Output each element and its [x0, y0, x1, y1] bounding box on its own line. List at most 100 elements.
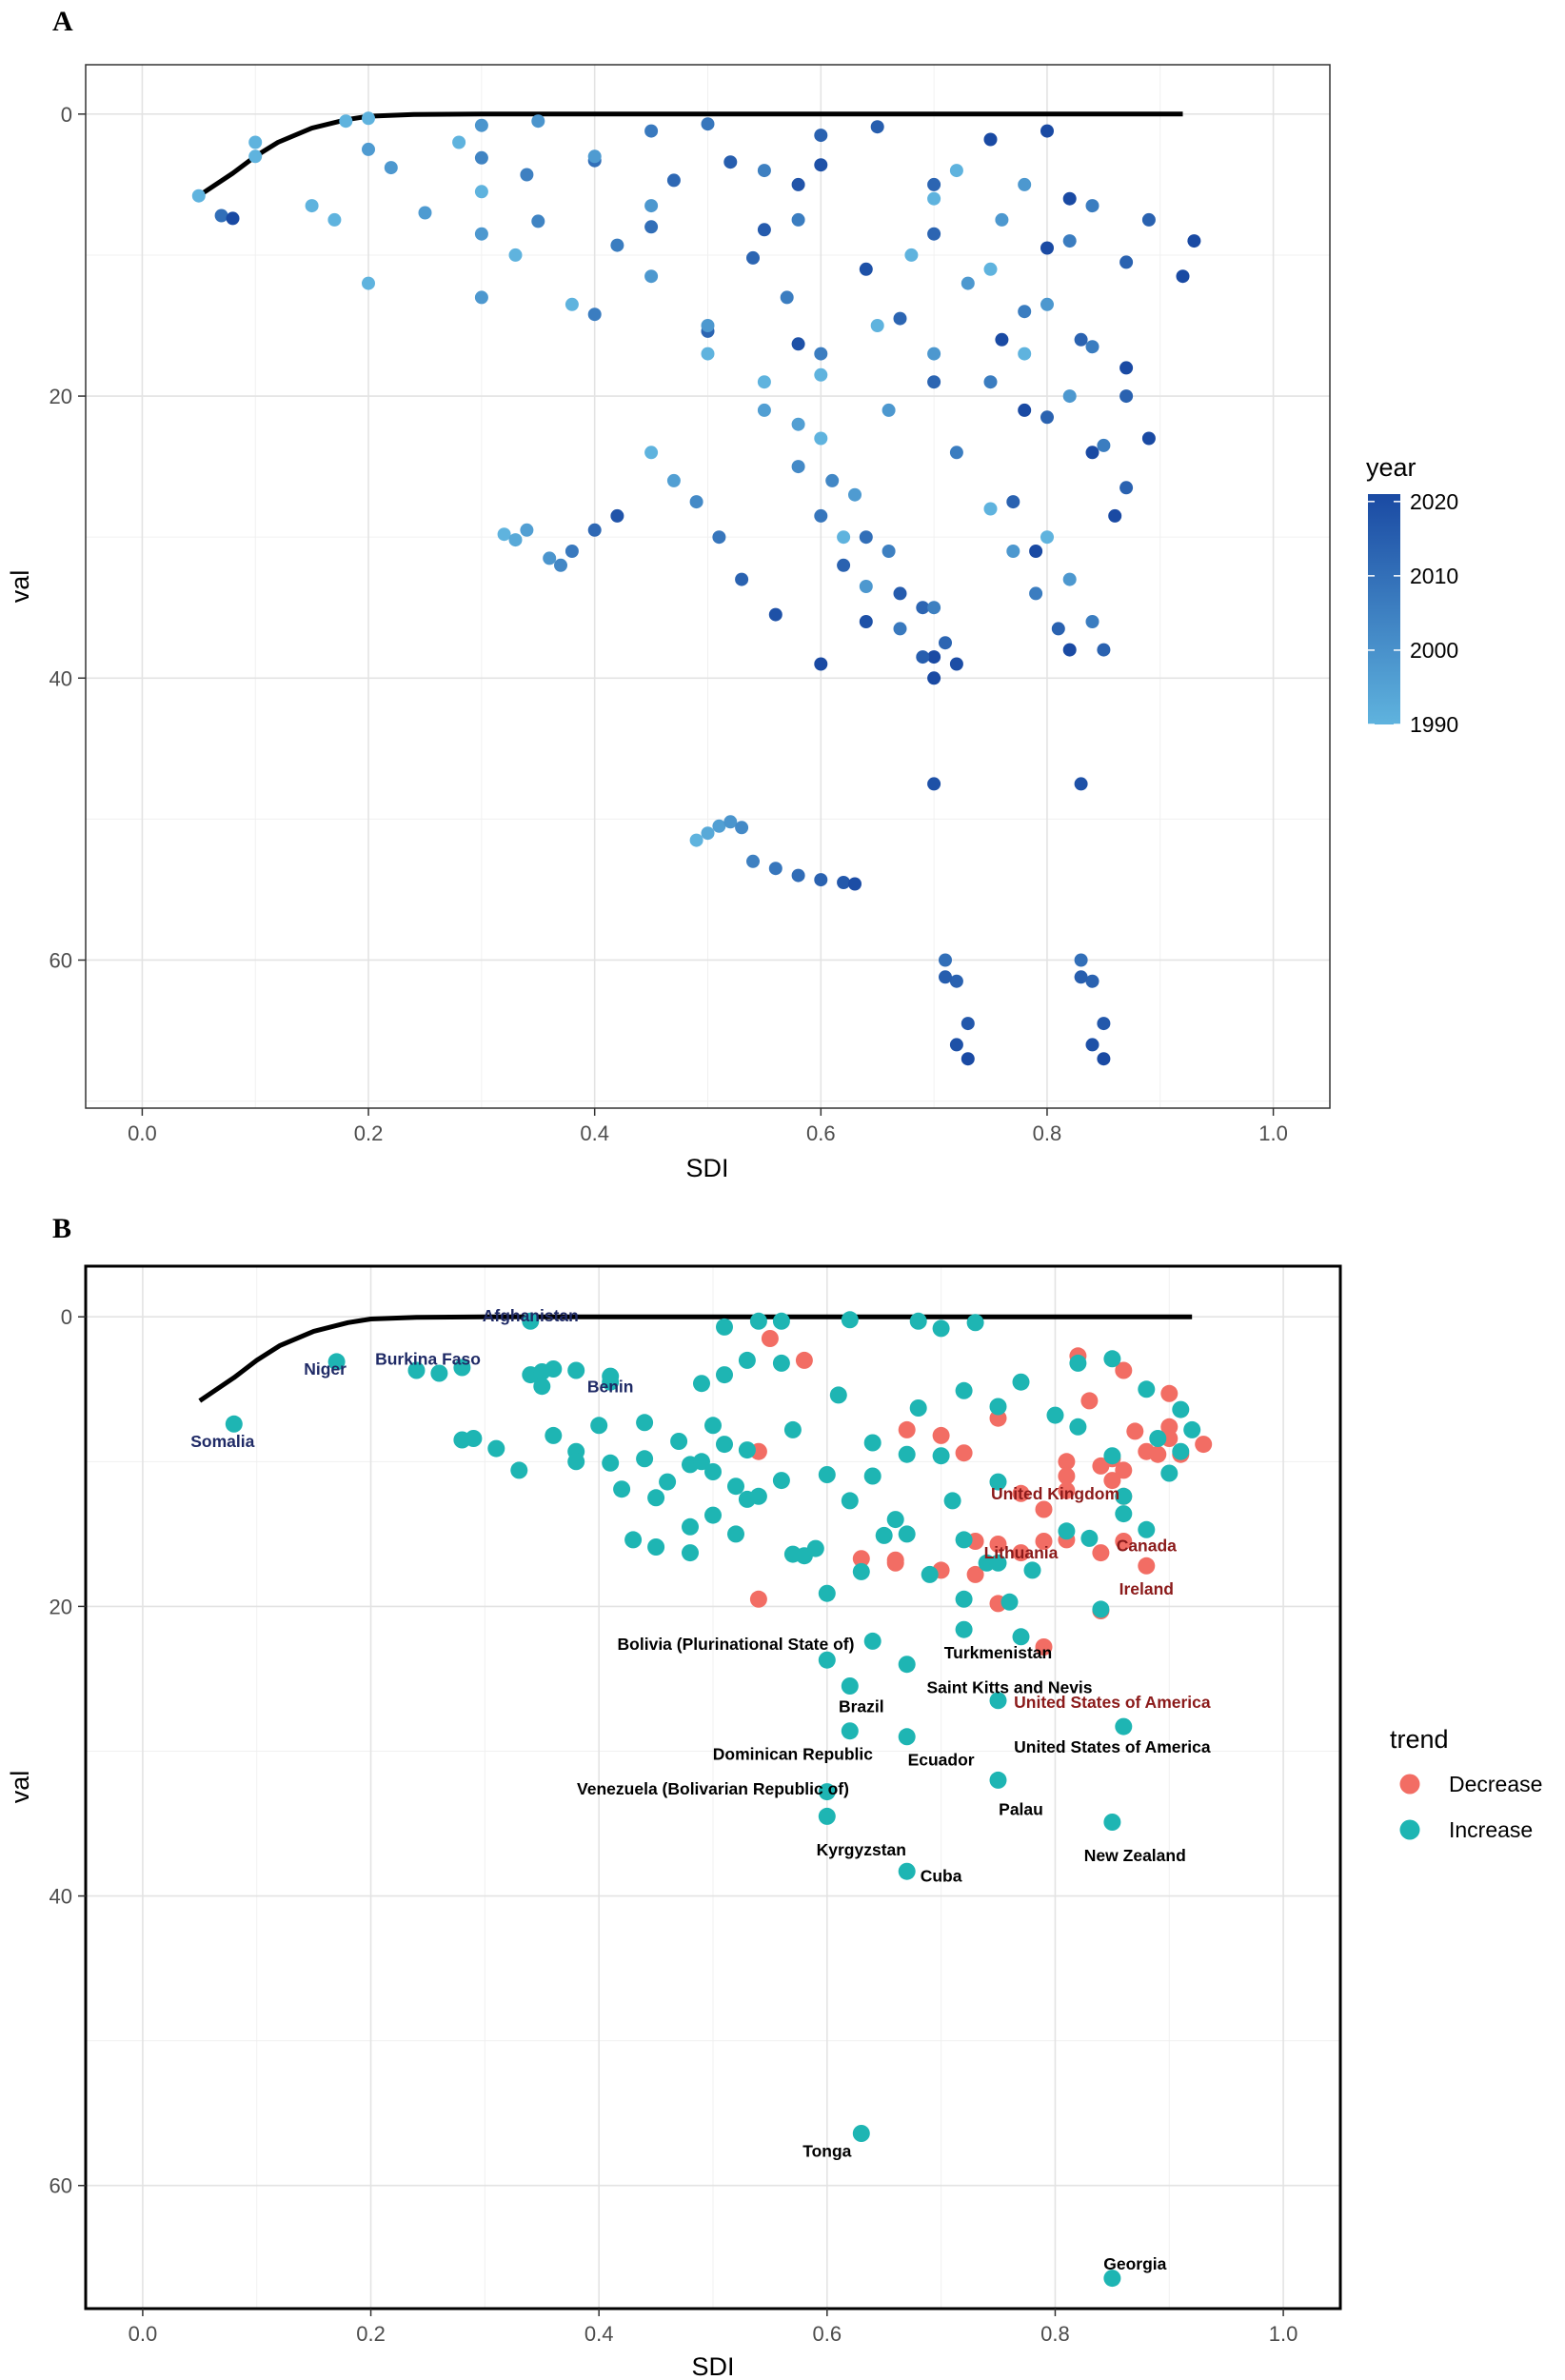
- x-axis-title-b: SDI: [691, 2352, 734, 2380]
- data-point-decrease: [1035, 1638, 1053, 1656]
- data-point: [859, 530, 873, 545]
- data-point: [768, 862, 782, 876]
- data-point: [791, 177, 805, 191]
- data-point-increase: [1000, 1593, 1019, 1611]
- data-point: [1097, 1017, 1111, 1031]
- data-point: [927, 347, 941, 361]
- data-point-increase: [989, 1473, 1007, 1491]
- panel-a-letter: A: [52, 6, 73, 37]
- data-point-increase: [727, 1478, 744, 1496]
- country-labels: Afghanistan Burkina Faso Niger Benin Somalia…: [190, 1306, 1211, 2273]
- data-point-increase: [590, 1417, 608, 1435]
- data-point-increase: [841, 1677, 859, 1695]
- y-tick-label: 40: [50, 666, 72, 690]
- country-label: Venezuela (Bolivarian Republic of): [577, 1779, 849, 1798]
- data-point: [814, 158, 828, 172]
- y-tick-label: 20: [50, 1595, 72, 1618]
- data-point: [927, 650, 941, 664]
- data-point: [837, 558, 851, 572]
- data-point-increase: [1069, 1418, 1087, 1436]
- country-label: United States of America: [1014, 1737, 1211, 1756]
- colorbar-tick-label: 1990: [1410, 712, 1458, 737]
- data-point-increase: [772, 1472, 790, 1490]
- x-tick-label: 0.6: [813, 2322, 842, 2346]
- data-point: [735, 572, 749, 586]
- data-point-increase: [704, 1506, 722, 1524]
- data-point: [531, 114, 545, 129]
- data-point: [689, 495, 703, 509]
- data-point: [995, 212, 1009, 227]
- data-point-increase: [818, 1584, 836, 1602]
- grid-a: [86, 65, 1330, 1108]
- data-point: [1018, 305, 1032, 319]
- data-point: [1074, 953, 1088, 967]
- data-point-increase: [921, 1565, 939, 1583]
- data-point-increase: [783, 1420, 802, 1438]
- data-point: [916, 601, 930, 615]
- data-point: [226, 211, 240, 226]
- data-point-increase: [1069, 1354, 1087, 1372]
- data-point: [701, 319, 715, 332]
- data-point-increase: [749, 1312, 767, 1330]
- data-point-decrease: [1103, 1472, 1121, 1490]
- panel-b: B Afghanistan Burkina Faso Niger Benin Somal…: [6, 1213, 1542, 2380]
- data-point: [1062, 234, 1077, 248]
- data-point-increase: [716, 1318, 733, 1336]
- marks-a: [191, 111, 1201, 1066]
- data-point-increase: [727, 1525, 744, 1543]
- data-point: [927, 227, 941, 241]
- data-point: [587, 307, 602, 322]
- country-label: Kyrgyzstan: [817, 1840, 906, 1859]
- data-point-increase: [465, 1430, 483, 1447]
- colorbar: [1368, 494, 1400, 724]
- data-point: [780, 290, 794, 305]
- data-point-increase: [533, 1378, 551, 1396]
- data-point-increase: [407, 1361, 426, 1379]
- data-point: [520, 523, 534, 537]
- country-label: New Zealand: [1084, 1846, 1186, 1865]
- data-point-decrease: [886, 1551, 904, 1569]
- data-point: [508, 533, 523, 547]
- data-point-increase: [1172, 1400, 1190, 1418]
- x-tick-label: 0.2: [354, 1121, 384, 1145]
- data-point-increase: [602, 1454, 620, 1472]
- data-point: [474, 118, 488, 132]
- data-point-increase: [818, 1807, 836, 1825]
- colorbar-tick-label: 2000: [1410, 638, 1458, 663]
- data-point: [870, 319, 884, 332]
- data-point: [1040, 410, 1054, 425]
- data-point-increase: [749, 1487, 767, 1505]
- data-point: [983, 262, 998, 276]
- data-point-decrease: [1126, 1422, 1144, 1440]
- ticks-a: 0.0 0.2 0.4 0.6 0.8 1.0 0 20 40 60: [50, 103, 1288, 1145]
- country-label: Benin: [587, 1377, 634, 1396]
- data-point: [1085, 340, 1099, 354]
- data-point: [1040, 241, 1054, 255]
- data-point: [1176, 269, 1190, 284]
- data-point: [1051, 622, 1065, 636]
- data-point: [689, 833, 703, 847]
- grid-b: [86, 1266, 1340, 2309]
- colorbar-tick-label: 2010: [1410, 564, 1458, 588]
- data-point-increase: [522, 1312, 540, 1330]
- data-point: [191, 188, 206, 203]
- data-point: [983, 132, 998, 147]
- data-point: [791, 212, 805, 227]
- data-point-decrease: [761, 1330, 779, 1347]
- data-point: [1141, 431, 1156, 446]
- x-axis-title-a: SDI: [685, 1154, 728, 1182]
- data-point: [757, 164, 771, 178]
- data-point: [701, 117, 715, 131]
- data-point: [543, 551, 557, 565]
- y-tick-label: 60: [50, 948, 72, 972]
- country-label: Niger: [304, 1359, 347, 1378]
- data-point: [362, 111, 375, 126]
- data-point: [814, 657, 828, 671]
- data-point: [565, 297, 579, 311]
- data-point-increase: [1103, 1814, 1121, 1831]
- data-point-increase: [1138, 1520, 1156, 1538]
- data-point-increase: [1103, 1447, 1121, 1465]
- data-point: [939, 636, 952, 650]
- data-point: [848, 487, 862, 502]
- colorbar-ticks: 1990 2000 2010 2020: [1368, 489, 1458, 737]
